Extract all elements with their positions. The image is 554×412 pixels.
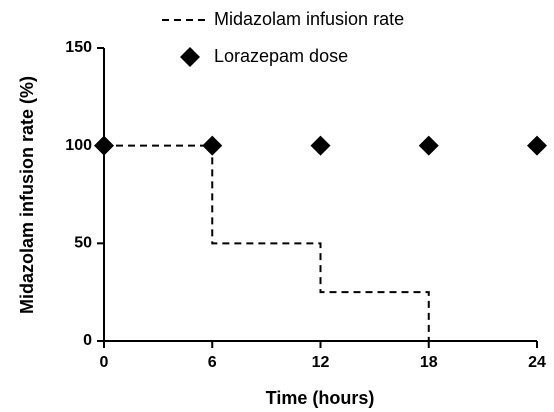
x-tick-label: 18 [420, 354, 438, 371]
x-tick-label: 0 [100, 354, 109, 371]
marker [418, 135, 439, 156]
x-tick-label: 12 [312, 354, 330, 371]
x-tick-label: 6 [208, 354, 217, 371]
x-axis-title: Time (hours) [266, 388, 375, 408]
line [104, 144, 430, 341]
marker [527, 135, 547, 156]
y-axis-title: Midazolam infusion rate (%) [17, 76, 37, 314]
y-tick-label: 150 [65, 39, 92, 56]
legend-marker [180, 47, 200, 67]
legend-label: Lorazepam dose [214, 46, 348, 66]
x-tick-label: 24 [528, 354, 546, 371]
y-tick-label: 50 [74, 235, 92, 252]
legend-label: Midazolam infusion rate [214, 9, 404, 29]
marker [310, 135, 331, 156]
y-tick-label: 100 [65, 137, 92, 154]
y-tick-label: 0 [83, 332, 92, 349]
marker [202, 135, 223, 156]
marker [94, 135, 114, 156]
